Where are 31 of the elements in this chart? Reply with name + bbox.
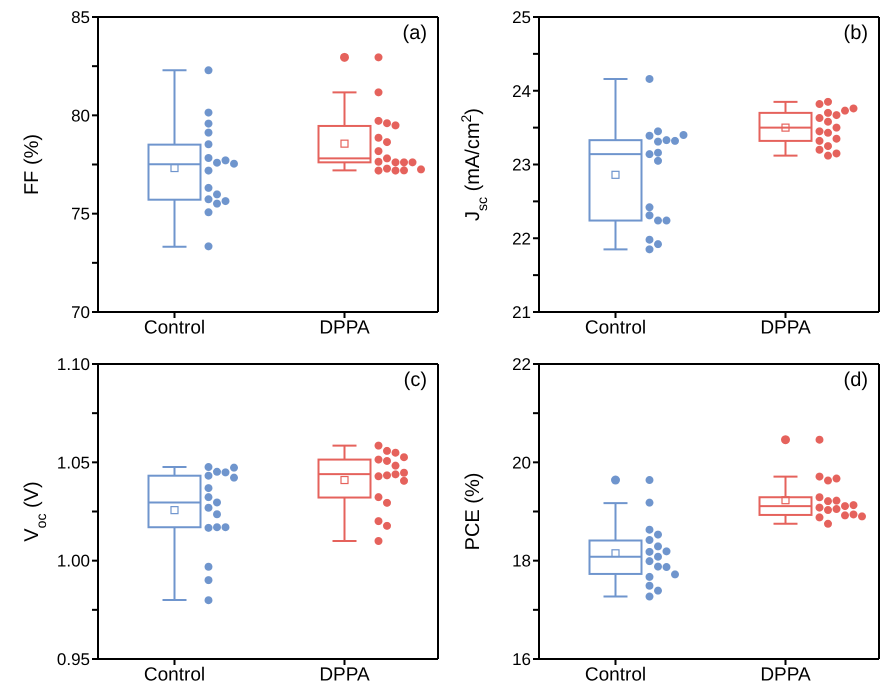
y-tick-label: 22 [512, 354, 531, 374]
annotation: (d) [844, 368, 868, 392]
y-tick-label: 23 [512, 156, 531, 175]
y-tick-label: 18 [512, 551, 531, 570]
y-axis-title: FF (%) [21, 134, 43, 196]
x-tick-label: Control [584, 664, 646, 685]
x-tick-label: Control [584, 317, 646, 338]
y-tick-label: 21 [512, 303, 531, 322]
y-tick-label: 25 [512, 8, 531, 28]
annotation: (a) [402, 22, 427, 45]
x-tick-label: Control [144, 664, 206, 685]
y-tick-label: 24 [512, 82, 531, 101]
x-tick-label: DPPA [319, 317, 370, 338]
y-tick-label: 70 [71, 303, 90, 322]
y-tick-label: 1.10 [56, 354, 90, 374]
x-tick-label: DPPA [319, 664, 370, 685]
annotation: (c) [404, 368, 427, 392]
y-tick-label: 22 [512, 229, 531, 248]
y-tick-label: 16 [512, 650, 531, 669]
x-tick-label: DPPA [760, 317, 811, 338]
y-tick-label: 80 [71, 106, 90, 126]
y-tick-label: 0.95 [56, 650, 90, 669]
y-tick-label: 1.00 [56, 551, 90, 570]
x-tick-label: DPPA [760, 664, 811, 685]
y-tick-label: 85 [71, 8, 90, 28]
y-tick-label: 1.05 [56, 452, 90, 472]
y-tick-label: 20 [512, 452, 531, 472]
y-tick-label: 75 [71, 204, 90, 224]
x-tick-label: Control [144, 317, 206, 338]
y-axis-title: PCE (%) [462, 472, 484, 550]
annotation: (b) [844, 22, 868, 45]
